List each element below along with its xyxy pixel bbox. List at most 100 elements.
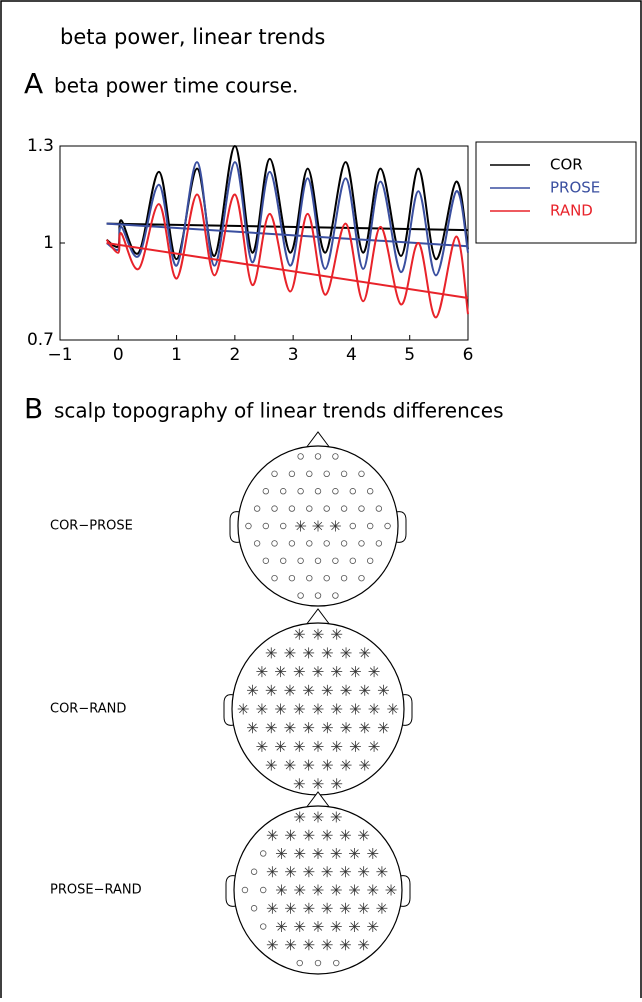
- electrode-star: [247, 722, 259, 734]
- electrode-star: [331, 703, 343, 715]
- electrode-star: [330, 884, 342, 896]
- series-line: [106, 161, 469, 277]
- electrode-star: [275, 666, 287, 678]
- electrode-star: [349, 921, 361, 933]
- y-tick-label: 1.3: [27, 136, 54, 156]
- electrode-star: [368, 740, 380, 752]
- electrode-star: [237, 703, 249, 715]
- electrode-star: [330, 847, 342, 859]
- electrode-star: [284, 684, 296, 696]
- electrode: [340, 470, 348, 478]
- electrode-star: [358, 939, 370, 951]
- series-line: [105, 193, 469, 319]
- electrode-star: [284, 722, 296, 734]
- electrode: [314, 592, 322, 599]
- electrode-star: [349, 740, 361, 752]
- electrode: [241, 886, 249, 894]
- electrode-star: [293, 740, 305, 752]
- x-tick-label: 1: [171, 345, 182, 365]
- electrode: [260, 923, 267, 930]
- electrode-star: [321, 939, 333, 951]
- electrode-star: [303, 902, 315, 914]
- x-tick-label: 4: [346, 345, 357, 365]
- electrode-star: [285, 866, 297, 878]
- electrode-star: [349, 884, 361, 896]
- electrode-star: [321, 902, 333, 914]
- electrode: [306, 470, 313, 478]
- electrode-star: [312, 703, 324, 715]
- electrode-star: [331, 778, 343, 790]
- topography-label: COR−RAND: [50, 702, 126, 717]
- electrode-star: [265, 647, 277, 659]
- electrode-star: [294, 921, 306, 933]
- electrode: [306, 540, 313, 547]
- electrode: [323, 505, 330, 512]
- electrode: [271, 574, 278, 582]
- electrode-star: [312, 884, 324, 896]
- electrode-star: [312, 740, 324, 752]
- electrode: [297, 557, 304, 564]
- electrode-star: [339, 829, 351, 841]
- electrode: [358, 574, 365, 582]
- electrode: [323, 540, 330, 547]
- electrode-star: [256, 703, 268, 715]
- electrode: [271, 540, 278, 547]
- electrode-star: [266, 829, 278, 841]
- electrode: [297, 592, 304, 599]
- electrode: [349, 522, 356, 530]
- electrode-star: [293, 666, 305, 678]
- electrode-star: [285, 829, 297, 841]
- electrode-star: [340, 722, 352, 734]
- electrode: [297, 453, 304, 460]
- x-tick-label: 6: [463, 345, 474, 365]
- electrode-star: [321, 866, 333, 878]
- electrode-star: [349, 703, 361, 715]
- x-tick-label: 2: [229, 345, 240, 365]
- ear: [229, 511, 241, 543]
- electrode: [280, 557, 287, 564]
- electrode: [250, 905, 258, 912]
- electrode: [375, 505, 383, 512]
- electrode-star: [303, 939, 315, 951]
- electrode: [314, 959, 322, 967]
- trend-line: [106, 242, 469, 299]
- electrode: [314, 557, 322, 564]
- topography-label: PROSE−RAND: [50, 883, 142, 898]
- electrode: [253, 540, 261, 547]
- electrode-star: [312, 778, 324, 790]
- panel-label: A: [24, 67, 43, 100]
- nose: [305, 608, 331, 626]
- electrode: [323, 574, 330, 582]
- nose: [305, 431, 331, 449]
- ear: [399, 875, 411, 907]
- electrode: [340, 574, 348, 582]
- electrode: [288, 540, 296, 547]
- ear: [401, 694, 413, 726]
- electrode-star: [312, 847, 324, 859]
- electrode-star: [330, 921, 342, 933]
- electrode-star: [376, 902, 388, 914]
- legend-box: [475, 141, 637, 244]
- electrode-star: [331, 740, 343, 752]
- electrode-star: [265, 684, 277, 696]
- electrode-star: [266, 866, 278, 878]
- electrode-star: [266, 939, 278, 951]
- electrode-star: [265, 759, 277, 771]
- electrode-star: [312, 520, 324, 532]
- electrode-star: [312, 628, 324, 640]
- electrode-star: [303, 647, 315, 659]
- electrode-star: [376, 866, 388, 878]
- electrode: [366, 488, 374, 495]
- nose: [305, 791, 331, 809]
- electrode-star: [387, 703, 399, 715]
- electrode-star: [266, 902, 278, 914]
- electrode-star: [359, 647, 371, 659]
- electrode-star: [339, 902, 351, 914]
- x-tick-label: 5: [404, 345, 415, 365]
- electrode: [366, 557, 374, 564]
- electrode-star: [285, 902, 297, 914]
- electrode-star: [303, 866, 315, 878]
- electrode-star: [303, 722, 315, 734]
- electrode: [358, 470, 365, 478]
